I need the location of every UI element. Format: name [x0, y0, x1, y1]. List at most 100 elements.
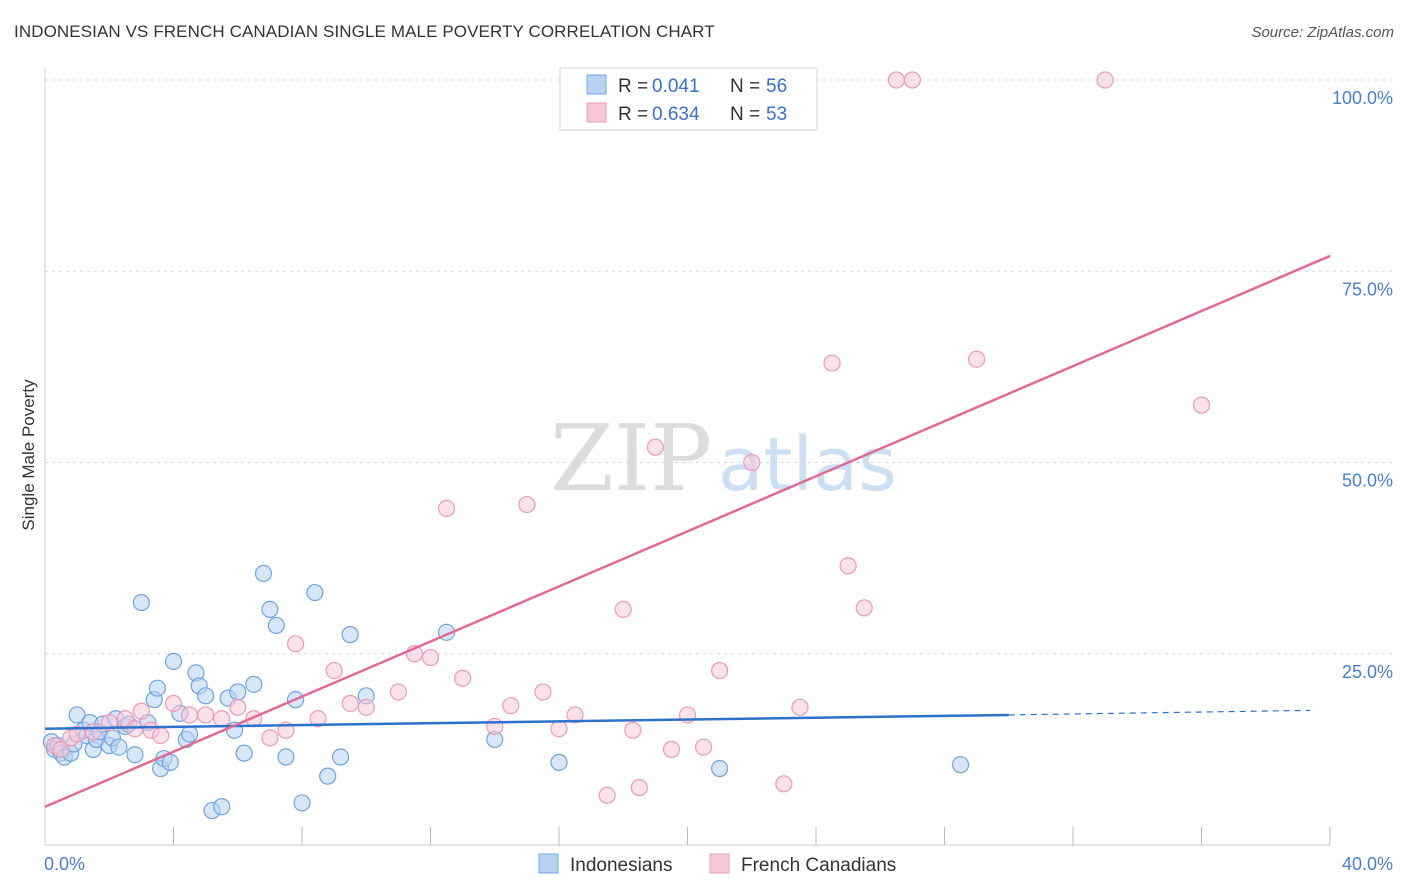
- point-french-canadians-37: [624, 721, 642, 739]
- point-french-canadians-11: [164, 694, 183, 713]
- point-french-canadians-51: [903, 71, 921, 89]
- trend-lines: [44, 254, 1331, 808]
- point-french-canadians-47: [823, 354, 841, 372]
- chart-title: INDONESIAN VS FRENCH CANADIAN SINGLE MAL…: [14, 22, 715, 41]
- point-french-canadians-30: [502, 697, 520, 715]
- point-french-canadians-23: [357, 698, 375, 716]
- point-french-canadians-45: [775, 775, 793, 793]
- point-indonesians-45: [267, 616, 285, 635]
- point-french-canadians-8: [132, 702, 150, 720]
- bottom-legend-label-french-canadians: French Canadians: [741, 855, 896, 876]
- point-indonesians-25: [148, 679, 167, 697]
- y-axis-label: Single Male Poverty: [19, 379, 38, 531]
- x-tick-label-1: 40.0%: [1342, 854, 1393, 874]
- legend: R = 0.041 N = 56 R = 0.634 N = 53: [559, 67, 818, 131]
- point-indonesians-37: [213, 798, 231, 816]
- legend-r-value-indonesians: 0.041: [652, 76, 700, 97]
- point-french-canadians-35: [598, 786, 616, 804]
- point-french-canadians-48: [839, 557, 857, 575]
- y-tick-label-3: 100.0%: [1332, 88, 1393, 108]
- point-french-canadians-14: [213, 710, 231, 728]
- point-french-canadians-53: [1096, 71, 1114, 89]
- point-indonesians-35: [197, 687, 215, 705]
- legend-r-label-indonesians: R =: [618, 76, 648, 97]
- point-french-canadians-1: [52, 740, 70, 758]
- y-tick-label-2: 75.0%: [1342, 279, 1393, 299]
- point-indonesians-57: [711, 759, 729, 778]
- point-indonesians-32: [180, 725, 199, 743]
- trend-line-indonesians-extension: [1008, 709, 1311, 716]
- point-french-canadians-19: [286, 635, 305, 653]
- point-french-canadians-22: [341, 694, 359, 713]
- axes: [44, 68, 1331, 846]
- source-label: Source: ZipAtlas.com: [1251, 24, 1394, 41]
- point-french-canadians-10: [152, 727, 170, 745]
- point-french-canadians-21: [325, 661, 343, 680]
- legend-r-value-french-canadians: 0.634: [652, 104, 700, 125]
- bottom-legend-swatch-french-canadians: [709, 853, 730, 874]
- legend-swatch-french-canadians: [586, 102, 607, 123]
- point-indonesians-42: [245, 675, 263, 693]
- point-french-canadians-32: [534, 683, 552, 701]
- y-tick-label-0: 25.0%: [1342, 662, 1393, 682]
- point-indonesians-48: [293, 794, 311, 812]
- point-french-canadians-24: [389, 683, 407, 701]
- point-french-canadians-12: [180, 706, 199, 724]
- point-french-canadians-40: [662, 740, 681, 758]
- point-indonesians-56: [550, 753, 568, 771]
- point-french-canadians-34: [566, 706, 584, 724]
- point-french-canadians-20: [309, 710, 327, 728]
- point-indonesians-50: [319, 767, 337, 785]
- point-indonesians-18: [110, 738, 128, 756]
- point-french-canadians-26: [421, 648, 440, 667]
- watermark: ZIP atlas: [550, 405, 897, 512]
- point-indonesians-52: [341, 626, 359, 644]
- point-french-canadians-28: [454, 669, 472, 687]
- point-indonesians-44: [261, 600, 279, 618]
- y-tick-label-1: 50.0%: [1342, 471, 1393, 491]
- point-french-canadians-39: [646, 438, 664, 456]
- trend-line-indonesians: [44, 713, 1009, 730]
- point-french-canadians-27: [437, 499, 456, 517]
- point-french-canadians-44: [743, 453, 761, 472]
- point-french-canadians-43: [711, 661, 729, 680]
- point-indonesians-40: [229, 683, 247, 701]
- trend-line-french-canadians: [44, 254, 1331, 808]
- point-indonesians-22: [132, 593, 150, 612]
- point-french-canadians-46: [791, 698, 809, 716]
- point-french-canadians-38: [630, 779, 648, 797]
- bottom-legend-label-indonesians: Indonesians: [570, 855, 672, 876]
- point-indonesians-51: [331, 748, 350, 766]
- point-french-canadians-54: [1192, 396, 1211, 414]
- legend-n-label-french-canadians: N =: [730, 104, 760, 125]
- point-french-canadians-49: [855, 599, 873, 617]
- legend-r-label-french-canadians: R =: [618, 104, 648, 125]
- gridlines: [45, 79, 1395, 655]
- bottom-legend-swatch-indonesians: [538, 853, 559, 874]
- point-french-canadians-15: [229, 698, 247, 716]
- point-french-canadians-52: [968, 350, 986, 368]
- point-french-canadians-36: [614, 600, 632, 618]
- point-indonesians-21: [126, 746, 144, 764]
- x-tick-labels: 0.0% 40.0%: [44, 854, 1393, 874]
- legend-n-value-french-canadians: 53: [766, 104, 787, 125]
- point-french-canadians-50: [887, 71, 905, 89]
- x-tick-label-0: 0.0%: [44, 854, 85, 874]
- legend-n-label-indonesians: N =: [730, 76, 760, 97]
- point-french-canadians-31: [518, 495, 536, 514]
- y-tick-labels: 25.0% 50.0% 75.0% 100.0%: [1332, 88, 1393, 682]
- point-french-canadians-29: [486, 717, 504, 736]
- point-indonesians-49: [306, 583, 324, 602]
- point-indonesians-29: [164, 652, 183, 671]
- point-indonesians-7: [68, 706, 86, 724]
- series-indonesians-points: [42, 564, 970, 820]
- point-french-canadians-42: [694, 738, 713, 756]
- point-french-canadians-33: [550, 720, 568, 738]
- bottom-legend: Indonesians French Canadians: [538, 853, 896, 876]
- legend-n-value-indonesians: 56: [766, 76, 787, 97]
- point-indonesians-43: [254, 564, 273, 583]
- watermark-zip: ZIP: [550, 405, 712, 512]
- point-indonesians-41: [235, 744, 253, 762]
- point-french-canadians-13: [197, 706, 215, 724]
